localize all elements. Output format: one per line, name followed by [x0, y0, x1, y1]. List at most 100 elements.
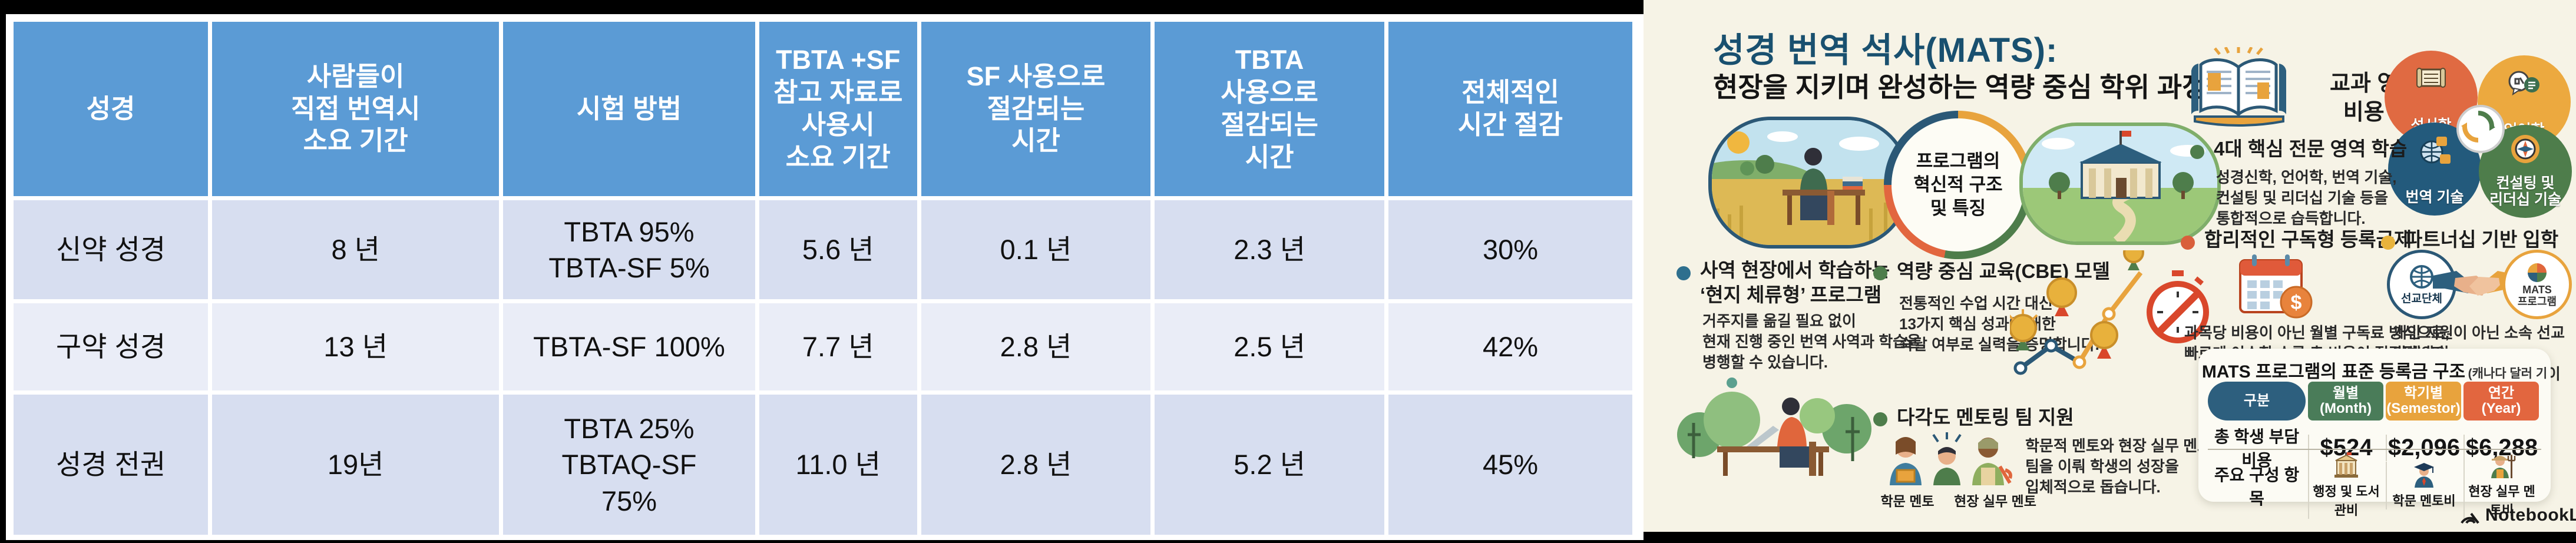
col-header-tbta-sf-duration: TBTA +SF 참고 자료로 사용시 소요 기간 — [759, 22, 917, 196]
medal-icon — [2008, 309, 2038, 350]
partnership-illustration: 선교단체 MATS 프로그램 — [2387, 250, 2572, 319]
tuition-bullet-dot — [2181, 236, 2195, 250]
tuition-card-title: MATS 프로그램의 표준 등록금 구조 — [2201, 362, 2466, 382]
mats-program-badge: MATS 프로그램 — [2502, 250, 2572, 319]
tuition-card-title-row: MATS 프로그램의 표준 등록금 구조 (캐나다 달러 기준) — [2198, 357, 2551, 400]
core-areas-body: 성경신학, 언어학, 번역 기술, 컨설팅 및 리더십 기술 등을 통합적으로 … — [2216, 168, 2397, 228]
laptop-work-illustration — [1676, 364, 1873, 482]
infographic-title: 성경 번역 석사(MATS): — [1713, 31, 2058, 69]
area-label: 컨설팅 및 리더십 기술 — [2489, 174, 2561, 208]
mats-infographic-panel: 성경 번역 석사(MATS): 현장을 지키며 완성하는 역량 중심 학위 과정… — [1644, 0, 2576, 532]
residency-body: 거주지를 옮길 필요 없이 현재 진행 중인 번역 사역과 학습을 병행할 수 … — [1702, 312, 1921, 372]
compass-gear-icon — [2511, 135, 2539, 163]
mentor-team-art — [1890, 432, 2012, 485]
tuition-col-year: 연간 (Year) — [2463, 382, 2539, 421]
mats-logo-icon — [2528, 263, 2547, 283]
core-areas-bullet-dot — [2190, 145, 2204, 159]
spark-icon — [1932, 432, 1962, 443]
table-row: 신약 성경 8 년 TBTA 95% TBTA-SF 5% 5.6 년 0.1 … — [14, 200, 1632, 299]
col-header-total-savings: 전체적인 시간 절감 — [1388, 22, 1632, 196]
col-header-tbta-savings: TBTA 사용으로 절감되는 시간 — [1155, 22, 1384, 196]
cell-nt-tbta-saving: 2.3 년 — [1155, 200, 1384, 299]
farmer-icon — [2491, 455, 2516, 478]
no-clock-illustration — [2145, 268, 2210, 350]
item-academic: 학문 멘토비 — [2386, 462, 2461, 509]
school-art — [2023, 126, 2217, 241]
item-admin-label: 행정 및 도서관비 — [2313, 484, 2380, 518]
open-book-icon — [2191, 46, 2286, 127]
mentoring-body: 학문적 멘토와 현장 실무 멘토가 팀을 이뤄 학생의 성장을 입체적으로 돕습… — [2025, 437, 2226, 496]
cbe-title: 역량 중심 교육(CBE) 모델 — [1897, 260, 2111, 282]
calendar-illustration: $ — [2236, 252, 2315, 323]
col-header-bible: 성경 — [14, 22, 209, 196]
cell-nt-sf-saving: 0.1 년 — [921, 200, 1151, 299]
cell-full-total: 45% — [1388, 395, 1632, 535]
item-field-label: 현장 실무 멘토비 — [2468, 484, 2535, 518]
cell-nt-method: TBTA 95% TBTA-SF 5% — [503, 200, 755, 299]
laptop-work-art — [1677, 378, 1871, 476]
laptop-icon — [1747, 426, 1779, 446]
school-illustration — [2019, 122, 2221, 245]
flag-icon — [2122, 131, 2131, 137]
academic-mentor-label: 학문 멘토 — [1880, 494, 1935, 509]
svg-text:$: $ — [2291, 292, 2302, 314]
tuition-title: 합리적인 구독형 등록금제 — [2204, 229, 2412, 250]
table-header-row: 성경 사람들이 직접 번역시 소요 기간 시험 방법 TBTA +SF 참고 자… — [14, 22, 1632, 196]
cell-full-label: 성경 전권 — [14, 395, 209, 535]
cell-ot-duration: 7.7 년 — [759, 303, 917, 390]
leaf-dot-icon — [1727, 378, 1737, 388]
sun-icon — [1727, 131, 1750, 154]
translation-time-table: 성경 사람들이 직접 번역시 소요 기간 시험 방법 TBTA +SF 참고 자… — [9, 18, 1636, 539]
item-academic-label: 학문 멘토비 — [2392, 494, 2456, 508]
field-mentor-label: 현장 실무 멘토 — [1954, 494, 2036, 509]
table-row: 구약 성경 13 년 TBTA-SF 100% 7.7 년 2.8 년 2.5 … — [14, 303, 1632, 390]
open-book-illustration — [2184, 46, 2293, 133]
core-areas-venn: 성서학 언어학 번역 기술 — [2385, 51, 2574, 218]
cell-full-sf-saving: 2.8 년 — [921, 395, 1151, 535]
student-icon — [1933, 447, 1960, 485]
field-mentor-icon — [1972, 438, 2012, 485]
cell-ot-tbta-saving: 2.5 년 — [1155, 303, 1384, 390]
cycle-icon — [2461, 111, 2495, 143]
residency-title: 사역 현장에서 학습하는 ‘현지 체류형’ 프로그램 — [1700, 259, 1890, 306]
tuition-structure-card: MATS 프로그램의 표준 등록금 구조 (캐나다 달러 기준) 구분 월별 (… — [2198, 349, 2551, 519]
cell-ot-total: 42% — [1388, 303, 1632, 390]
cell-full-duration: 11.0 년 — [759, 395, 917, 535]
academic-mentor-icon — [1890, 437, 1922, 485]
scroll-icon — [2416, 68, 2446, 88]
field-study-illustration — [1708, 117, 1910, 249]
card-divider — [2208, 449, 2541, 450]
speech-bubbles-icon — [2508, 71, 2539, 95]
notebooklm-icon — [2461, 512, 2479, 524]
admission-bullet-dot — [2381, 236, 2395, 250]
cell-full-manual: 19년 — [212, 395, 500, 535]
cell-nt-label: 신약 성경 — [14, 200, 209, 299]
mentor-team-illustration — [1879, 431, 2015, 490]
tuition-cost-row: 총 학생 부담 비용 $524 $2,096 $6,288 — [2208, 424, 2541, 471]
cbe-bullet-dot — [1873, 266, 1887, 280]
wrench-icon — [1998, 465, 2012, 484]
mentoring-title: 다각도 멘토링 팀 지원 — [1897, 406, 2074, 428]
items-row-label: 주요 구성 항목 — [2214, 465, 2300, 508]
col-header-manual-duration: 사람들이 직접 번역시 소요 기간 — [212, 22, 500, 196]
cell-nt-manual: 8 년 — [212, 200, 500, 299]
stopwatch-no-icon — [2147, 270, 2209, 343]
medal-chart-art — [2008, 242, 2144, 375]
item-field: 현장 실무 멘토비 — [2463, 452, 2539, 519]
cost-row-label: 총 학생 부담 비용 — [2214, 428, 2300, 469]
notebooklm-wordmark: NotebookLM — [2485, 505, 2576, 525]
cell-ot-label: 구약 성경 — [14, 303, 209, 390]
cell-ot-manual: 13 년 — [212, 303, 500, 390]
field-study-art — [1712, 120, 1906, 245]
residency-bullet-dot — [1676, 266, 1691, 280]
cell-ot-method: TBTA-SF 100% — [503, 303, 755, 390]
cell-full-method: TBTA 25% TBTAQ-SF 75% — [503, 395, 755, 535]
graduate-icon — [2414, 463, 2434, 488]
tuition-col-semester: 학기별 (Semestor) — [2386, 382, 2461, 421]
cell-full-tbta-saving: 5.2 년 — [1155, 395, 1384, 535]
item-admin: 행정 및 도서관비 — [2308, 452, 2383, 519]
calendar-dollar-icon: $ — [2239, 254, 2313, 319]
table-row: 성경 전권 19년 TBTA 25% TBTAQ-SF 75% 11.0 년 2… — [14, 395, 1632, 535]
notebooklm-brand: NotebookLM — [2459, 505, 2576, 525]
translation-time-table-panel: 성경 사람들이 직접 번역시 소요 기간 시험 방법 TBTA +SF 참고 자… — [6, 14, 1644, 540]
